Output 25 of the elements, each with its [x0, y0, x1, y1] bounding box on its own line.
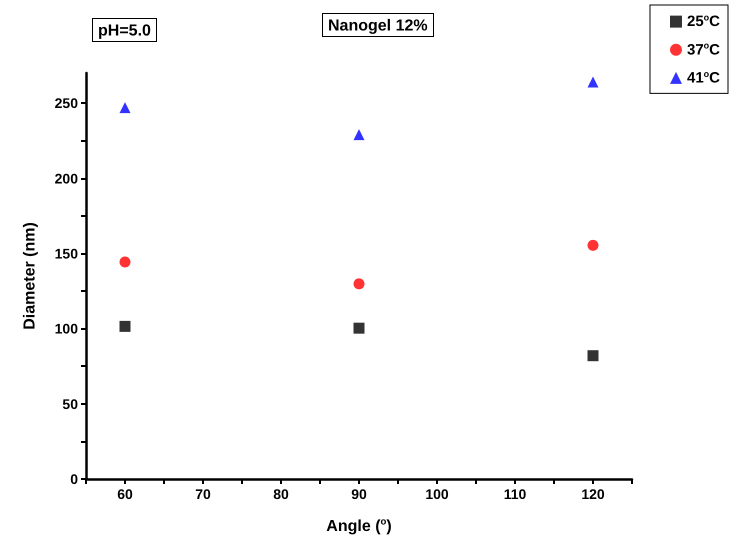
- x-tick-label: 70: [195, 486, 211, 502]
- x-tick-label: 120: [581, 486, 605, 502]
- chart-title: Nanogel 12%: [328, 18, 428, 34]
- x-tick-label: 110: [504, 486, 527, 502]
- y-axis-title: Diameter (nm): [22, 222, 38, 330]
- point: [120, 102, 130, 114]
- x-tick-label: 100: [425, 486, 449, 502]
- point: [120, 256, 130, 268]
- y-tick-label: 100: [54, 320, 78, 337]
- point: [588, 240, 598, 251]
- x-tick-label: 60: [117, 486, 133, 502]
- y-tick-label: 50: [62, 396, 78, 412]
- y-tick-label: 150: [54, 245, 78, 262]
- point: [588, 76, 598, 88]
- y-tick-label: 200: [54, 170, 78, 186]
- point: [354, 129, 364, 140]
- point: [354, 322, 364, 334]
- point: [120, 320, 130, 332]
- point: [588, 350, 598, 362]
- y-tick-label: 0: [70, 471, 78, 487]
- x-tick-label: 90: [351, 486, 367, 502]
- x-tick-label: 80: [273, 486, 289, 502]
- y-tick-label: 250: [54, 95, 78, 112]
- point: [354, 278, 364, 290]
- text: pH=5.0: [98, 22, 152, 40]
